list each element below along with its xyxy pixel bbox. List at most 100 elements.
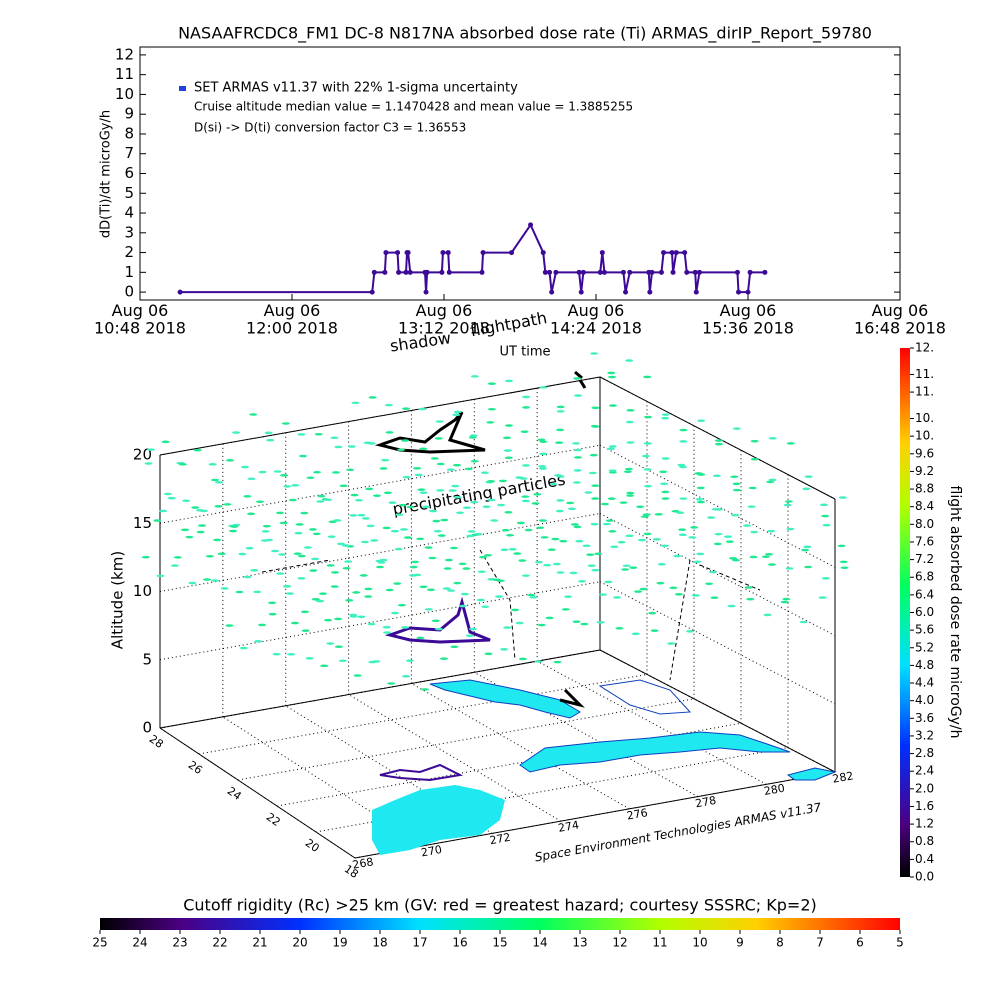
particle xyxy=(156,574,165,578)
flightpath-shadow xyxy=(379,763,464,782)
particle xyxy=(744,586,753,589)
particle xyxy=(345,599,354,602)
particle xyxy=(349,514,358,517)
particle xyxy=(553,660,562,664)
particle xyxy=(590,424,599,428)
particle xyxy=(678,528,687,532)
particle xyxy=(409,565,418,569)
particle xyxy=(556,428,565,432)
particle xyxy=(256,500,264,504)
particle xyxy=(273,470,282,473)
particle xyxy=(661,413,670,416)
particle xyxy=(538,465,547,468)
particle xyxy=(624,467,633,471)
particle xyxy=(513,552,522,555)
particle xyxy=(332,471,340,474)
particle xyxy=(661,497,670,500)
particle xyxy=(837,544,846,548)
x-tick-label: Aug 06 10:48 2018 xyxy=(94,301,186,338)
particle xyxy=(401,439,410,442)
particle xyxy=(426,588,435,592)
particle xyxy=(313,470,322,474)
particle xyxy=(767,563,776,566)
y-tick-label: 0 xyxy=(124,283,134,301)
particle xyxy=(434,437,443,440)
colorbar-label: flight absorbed dose rate microGy/h xyxy=(947,486,963,739)
data-point xyxy=(371,269,377,275)
particle xyxy=(416,636,425,640)
particle xyxy=(504,510,513,514)
particle xyxy=(732,427,741,430)
particle xyxy=(397,603,406,607)
particle xyxy=(725,540,734,543)
particle xyxy=(622,564,631,568)
particle xyxy=(730,475,739,479)
particle xyxy=(309,569,318,572)
particle xyxy=(587,564,596,568)
particle xyxy=(334,617,343,621)
particle xyxy=(229,529,238,533)
y-tick-label: 1 xyxy=(124,263,134,281)
particle xyxy=(330,585,339,588)
colorbar-tick-label: 12 xyxy=(612,936,627,950)
data-point xyxy=(658,269,664,275)
particle xyxy=(750,530,759,534)
particle xyxy=(708,570,717,574)
particle xyxy=(521,574,530,577)
particle xyxy=(714,439,723,442)
particle xyxy=(276,572,285,575)
colorbar-tick-label: 2.0 xyxy=(915,781,934,795)
colorbar-tick-label: 21 xyxy=(252,936,267,950)
x-tick-label: Aug 06 15:36 2018 xyxy=(702,301,794,338)
particle xyxy=(543,563,552,567)
grid-line xyxy=(159,581,601,661)
axis-line xyxy=(599,649,836,773)
particle xyxy=(822,523,831,527)
x-axis-label: UT time xyxy=(500,345,551,360)
particle xyxy=(657,563,666,566)
particle xyxy=(660,544,669,548)
particle xyxy=(556,499,565,502)
particle xyxy=(641,454,650,458)
particle xyxy=(679,440,688,443)
particle xyxy=(566,501,575,505)
particle xyxy=(431,619,440,623)
particle xyxy=(330,436,339,440)
particle xyxy=(629,566,638,570)
grid-line xyxy=(159,513,601,592)
particle xyxy=(631,632,640,636)
particle xyxy=(667,642,676,645)
particle xyxy=(549,482,558,486)
particle xyxy=(676,511,685,514)
particle xyxy=(547,548,556,552)
particle xyxy=(245,546,254,550)
particle xyxy=(354,498,363,502)
colorbar-tick-label: 7.6 xyxy=(915,534,934,548)
colorbar-tick-label: 10. xyxy=(915,429,934,443)
colorbar-tick-label: 6.8 xyxy=(915,570,934,584)
colorbar-tick-label: 7 xyxy=(816,936,824,950)
colorbar-tick-label: 10 xyxy=(692,936,707,950)
particle xyxy=(196,509,204,512)
particle xyxy=(395,513,404,517)
particle xyxy=(640,515,649,518)
particle xyxy=(695,498,704,501)
particle xyxy=(783,503,792,507)
particle xyxy=(537,438,546,442)
colorbar-tick-label: 3.2 xyxy=(915,728,934,742)
particle xyxy=(347,445,356,448)
particle xyxy=(732,482,741,486)
particle xyxy=(784,500,793,503)
axis-line xyxy=(159,649,601,729)
data-point xyxy=(445,250,451,256)
particle xyxy=(294,531,303,535)
particle xyxy=(564,595,573,598)
particle xyxy=(453,463,461,467)
particle xyxy=(567,507,576,511)
particle xyxy=(477,570,486,574)
grid-line xyxy=(599,581,836,705)
particle xyxy=(521,495,530,498)
particle xyxy=(388,501,397,504)
particle xyxy=(470,500,479,504)
